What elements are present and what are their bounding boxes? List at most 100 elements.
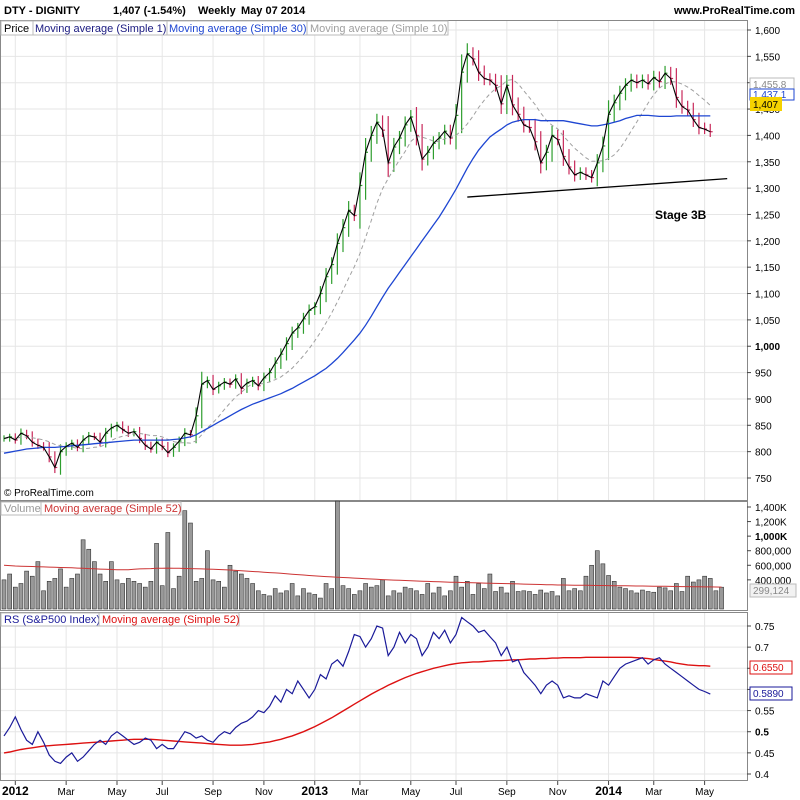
volume-bar bbox=[301, 588, 306, 610]
price-tick-label: 1,100 bbox=[755, 290, 780, 301]
legend-volume[interactable]: Volume bbox=[4, 503, 41, 515]
volume-bar bbox=[510, 581, 515, 610]
volume-bar bbox=[86, 548, 92, 610]
x-tick-label: Jul bbox=[450, 787, 463, 798]
volume-ma-line bbox=[3, 564, 722, 588]
volume-bar bbox=[182, 510, 188, 610]
rs-line bbox=[3, 616, 711, 765]
trend-line bbox=[467, 177, 728, 198]
volume-bar bbox=[80, 539, 86, 610]
volume-bar bbox=[493, 591, 498, 610]
stage-annotation: Stage 3B bbox=[655, 208, 707, 222]
volume-bar bbox=[75, 573, 80, 610]
volume-bar bbox=[448, 590, 453, 610]
grid-lines bbox=[1, 21, 747, 780]
volume-bar bbox=[176, 575, 182, 610]
price-tick-label: 1,350 bbox=[755, 158, 780, 169]
volume-bar bbox=[351, 594, 357, 610]
volume-bar bbox=[487, 573, 493, 610]
legend-ma10[interactable]: Moving average (Simple 10) bbox=[310, 23, 448, 35]
price-tick-label: 1,300 bbox=[755, 184, 780, 195]
volume-legend: Volume Moving average (Simple 52) bbox=[0, 501, 182, 516]
x-tick-label: 2014 bbox=[595, 784, 622, 798]
price-legend: Price Moving average (Simple 1) Moving a… bbox=[0, 20, 449, 36]
price-tick-label: 1,550 bbox=[755, 52, 780, 63]
ma30-line bbox=[3, 114, 711, 454]
legend-rs-ma[interactable]: Moving average (Simple 52) bbox=[102, 614, 240, 626]
volume-bar bbox=[402, 586, 408, 610]
volume-bar bbox=[685, 575, 690, 610]
copyright-text: © ProRealTime.com bbox=[4, 488, 94, 499]
volume-bar bbox=[561, 578, 566, 610]
rs-value-labels: 0.6550 0.5890 bbox=[749, 660, 793, 701]
volume-bar bbox=[391, 590, 397, 610]
volume-bar bbox=[295, 595, 301, 610]
legend-volume-ma[interactable]: Moving average (Simple 52) bbox=[44, 503, 182, 515]
volume-bar bbox=[623, 588, 628, 610]
x-tick-label: 2013 bbox=[301, 784, 328, 798]
volume-bar bbox=[120, 583, 125, 610]
volume-bar bbox=[566, 590, 572, 610]
volume-bar bbox=[481, 588, 487, 610]
last-price-box bbox=[750, 97, 782, 111]
ma10-value: 1,455.8 bbox=[753, 80, 787, 91]
volume-bar bbox=[227, 564, 233, 610]
legend-rs-ma-box[interactable] bbox=[98, 612, 240, 627]
volume-bar bbox=[306, 592, 312, 610]
volume-bar bbox=[261, 594, 267, 610]
volume-bar bbox=[668, 590, 674, 610]
volume-bar bbox=[611, 581, 617, 610]
price-tick-label: 1,150 bbox=[755, 263, 780, 274]
rs-tick-label: 0.45 bbox=[755, 749, 775, 760]
legend-rs[interactable]: RS (S&P500 Index) bbox=[4, 614, 100, 626]
volume-bar bbox=[702, 575, 707, 610]
rs-value: 0.5890 bbox=[753, 689, 784, 700]
rs-layer bbox=[3, 616, 711, 765]
legend-ma30[interactable]: Moving average (Simple 30) bbox=[169, 23, 307, 35]
volume-bar bbox=[527, 591, 532, 610]
volume-bar bbox=[284, 590, 289, 610]
volume-bar bbox=[368, 586, 374, 610]
volume-bar bbox=[148, 581, 154, 610]
volume-bar bbox=[222, 586, 227, 610]
price-tick-label: 900 bbox=[755, 395, 772, 406]
volume-bar bbox=[272, 588, 278, 610]
volume-bar bbox=[431, 592, 436, 610]
volume-bar bbox=[436, 586, 442, 610]
volume-bar bbox=[549, 591, 555, 610]
volume-bar bbox=[419, 594, 425, 610]
volume-bar bbox=[459, 586, 464, 610]
legend-ma10-box[interactable] bbox=[306, 20, 449, 36]
volume-bar bbox=[52, 578, 58, 610]
x-tick-label: 2012 bbox=[2, 784, 29, 798]
volume-bar bbox=[504, 592, 510, 610]
legend-volume-ma-box[interactable] bbox=[40, 501, 182, 516]
volume-bar bbox=[357, 590, 363, 610]
volume-bar bbox=[329, 588, 335, 610]
volume-bar bbox=[544, 592, 549, 610]
volume-bar bbox=[464, 581, 470, 610]
x-tick-label: Jul bbox=[156, 787, 169, 798]
volume-bar bbox=[41, 590, 46, 610]
volume-bar bbox=[498, 586, 504, 610]
volume-bar bbox=[555, 595, 561, 610]
volume-bar bbox=[46, 581, 52, 610]
volume-bar bbox=[103, 581, 108, 610]
volume-bar bbox=[657, 586, 662, 610]
legend-price[interactable]: Price bbox=[4, 23, 29, 35]
volume-bar bbox=[645, 591, 651, 610]
legend-ma1[interactable]: Moving average (Simple 1) bbox=[35, 23, 166, 35]
volume-bar bbox=[442, 595, 448, 610]
volume-bar bbox=[640, 589, 645, 610]
date-text: May 07 2014 bbox=[241, 5, 306, 17]
x-tick-label: May bbox=[401, 787, 420, 798]
volume-bar bbox=[126, 578, 131, 610]
rs-tick-label: 0.4 bbox=[755, 770, 769, 781]
volume-bar bbox=[35, 561, 41, 610]
price-tick-label: 1,250 bbox=[755, 210, 780, 221]
volume-tick-label: 1,000K bbox=[755, 532, 788, 543]
site-link[interactable]: www.ProRealTime.com bbox=[673, 5, 795, 17]
volume-layer bbox=[1, 500, 724, 610]
ma1-line bbox=[3, 52, 711, 469]
